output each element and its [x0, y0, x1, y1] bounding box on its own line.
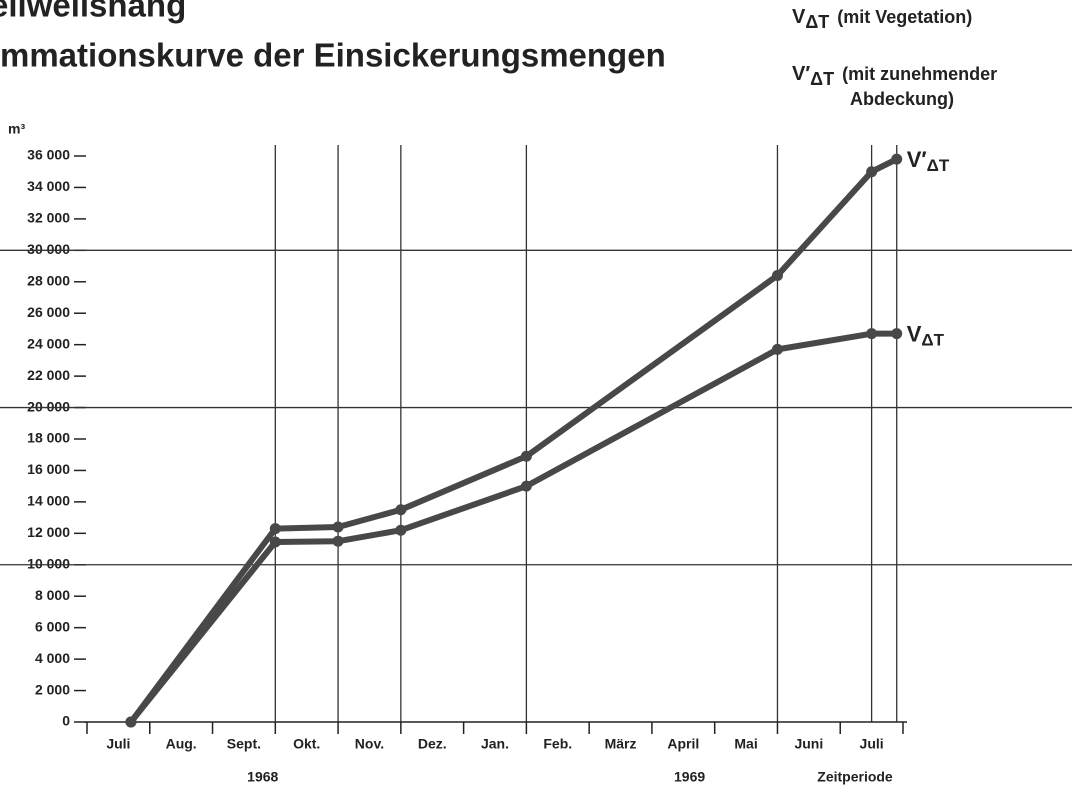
data-point [866, 166, 878, 178]
data-point [395, 504, 407, 516]
y-tick-label: 30 000 [27, 241, 70, 257]
text-part: V [792, 6, 806, 28]
y-tick-label: 12 000 [27, 524, 70, 540]
x-tick-label: Juli [106, 736, 130, 752]
x-tick-label: Jan. [481, 736, 509, 752]
y-tick-label: 28 000 [27, 272, 70, 288]
data-point [520, 480, 532, 492]
text-part: ΔT [805, 12, 829, 32]
x-tick-label: Aug. [166, 736, 197, 752]
text-part: (mit zunehmender [842, 64, 997, 84]
y-tick-label: 10 000 [27, 555, 70, 571]
x-tick-label: Feb. [543, 736, 572, 752]
x-axis-label: Zeitperiode [817, 769, 893, 785]
text-part: V′ [907, 147, 927, 172]
data-point [395, 524, 407, 536]
x-tick-label: Okt. [293, 736, 320, 752]
data-point [269, 523, 281, 535]
data-point [269, 536, 281, 548]
chart-title: eilweilshang [0, 0, 186, 24]
text-part: ΔT [810, 69, 834, 89]
data-point [125, 716, 137, 728]
x-tick-label: Nov. [355, 736, 384, 752]
series-line [128, 156, 899, 724]
y-tick-label: 34 000 [27, 178, 70, 194]
series-end-label: V′ΔT [907, 147, 950, 176]
chart-title: mmationskurve der Einsickerungsmengen [0, 37, 666, 74]
y-tick-label: 0 [62, 713, 70, 729]
data-point [771, 269, 783, 281]
year-label: 1969 [674, 769, 705, 785]
y-tick-label: 36 000 [27, 147, 70, 163]
legend-entry: VΔT (mit Vegetation) [792, 6, 972, 31]
y-tick-label: 22 000 [27, 367, 70, 383]
data-point [520, 450, 532, 462]
data-point [866, 328, 878, 340]
data-point [891, 328, 903, 340]
series-line [128, 330, 897, 724]
x-tick-label: Juli [860, 736, 884, 752]
y-tick-label: 18 000 [27, 430, 70, 446]
data-point [332, 521, 344, 533]
y-tick-label: 6 000 [35, 618, 70, 634]
y-axis-label: m³ [8, 121, 25, 137]
y-tick-label: 26 000 [27, 304, 70, 320]
y-tick-label: 4 000 [35, 650, 70, 666]
y-tick-label: 24 000 [27, 335, 70, 351]
x-tick-label: Juni [794, 736, 823, 752]
legend-entry: Abdeckung) [850, 89, 954, 109]
y-tick-label: 32 000 [27, 210, 70, 226]
text-part: V′ [792, 63, 810, 85]
y-tick-label: 20 000 [27, 398, 70, 414]
x-tick-label: Sept. [227, 736, 261, 752]
x-tick-label: März [605, 736, 637, 752]
series-end-label: VΔT [907, 321, 945, 350]
data-point [891, 153, 903, 165]
text-part: ΔT [921, 331, 944, 350]
data-point [771, 343, 783, 355]
y-tick-label: 2 000 [35, 681, 70, 697]
data-point [332, 535, 344, 547]
text-part: V [907, 321, 922, 346]
x-tick-label: Mai [734, 736, 757, 752]
y-tick-label: 14 000 [27, 493, 70, 509]
y-tick-label: 16 000 [27, 461, 70, 477]
legend-entry: V′ΔT (mit zunehmender [792, 63, 997, 88]
text-part: (mit Vegetation) [837, 7, 972, 27]
x-tick-label: Dez. [418, 736, 447, 752]
x-tick-label: April [667, 736, 699, 752]
year-label: 1968 [247, 769, 278, 785]
y-tick-label: 8 000 [35, 587, 70, 603]
text-part: ΔT [927, 157, 950, 176]
